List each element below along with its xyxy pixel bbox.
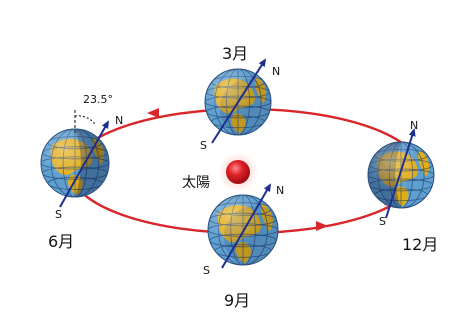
south-label-march: S — [200, 139, 207, 152]
sun-icon — [226, 160, 250, 184]
arrow-top-icon — [147, 108, 159, 118]
axis-line-september — [221, 184, 271, 269]
axis-arrow-icon-june — [102, 120, 109, 129]
month-label-june: 6月 — [48, 232, 75, 251]
axis-arrow-icon-march — [258, 58, 267, 67]
axis-arrow-icon-september — [263, 183, 272, 192]
globe-outline-december — [367, 141, 435, 209]
tilt-angle-label: 23.5° — [83, 93, 113, 106]
month-label-september: 9月 — [224, 291, 251, 310]
south-label-september: S — [203, 264, 210, 277]
globe-december — [367, 128, 435, 219]
globe-march — [204, 58, 272, 144]
sun — [218, 152, 258, 192]
south-label-june: S — [55, 208, 62, 221]
globe-september — [207, 183, 279, 269]
north-label-june: N — [115, 114, 124, 127]
north-label-september: N — [276, 184, 285, 197]
globe-outline-september — [207, 194, 279, 266]
axis-line-march — [211, 59, 266, 144]
north-label-march: N — [272, 65, 281, 78]
globe-outline-june — [40, 128, 110, 198]
sun-label: 太陽 — [182, 175, 210, 191]
south-label-december: S — [379, 215, 386, 228]
axis-line-june — [59, 121, 109, 208]
arrow-bottom-icon — [316, 221, 328, 231]
tilt-angle-arc — [74, 115, 96, 125]
axis-arrow-icon-december — [408, 128, 416, 137]
tilt-marker — [74, 110, 96, 133]
globe-outline-march — [204, 68, 272, 136]
north-label-december: N — [410, 119, 419, 132]
month-label-december: 12月 — [402, 235, 439, 254]
axis-line-december — [385, 129, 415, 219]
month-label-march: 3月 — [222, 44, 249, 63]
